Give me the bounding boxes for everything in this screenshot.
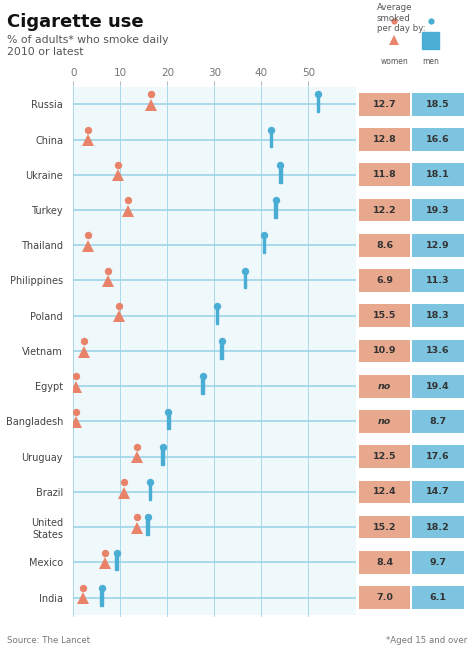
- Text: women: women: [380, 57, 408, 66]
- Text: men: men: [422, 57, 439, 66]
- Text: 8.7: 8.7: [429, 417, 447, 426]
- Polygon shape: [220, 343, 223, 359]
- Text: 10.9: 10.9: [373, 347, 396, 355]
- Text: 16.6: 16.6: [426, 135, 450, 144]
- Polygon shape: [116, 555, 118, 570]
- Text: 18.3: 18.3: [426, 311, 450, 320]
- FancyBboxPatch shape: [359, 128, 410, 151]
- Text: 14.7: 14.7: [426, 488, 450, 496]
- FancyBboxPatch shape: [412, 304, 464, 327]
- Polygon shape: [274, 203, 277, 218]
- Text: % of adults* who smoke daily: % of adults* who smoke daily: [7, 35, 169, 45]
- Bar: [73, 368, 356, 404]
- FancyBboxPatch shape: [359, 516, 410, 539]
- Bar: [73, 87, 356, 122]
- FancyBboxPatch shape: [412, 340, 464, 362]
- FancyBboxPatch shape: [359, 199, 410, 221]
- FancyBboxPatch shape: [359, 234, 410, 257]
- FancyBboxPatch shape: [359, 93, 410, 116]
- FancyBboxPatch shape: [359, 445, 410, 468]
- Text: Average
smoked
per day by:: Average smoked per day by:: [377, 3, 426, 33]
- Bar: [73, 580, 356, 615]
- Text: 11.3: 11.3: [426, 276, 450, 285]
- Bar: [73, 263, 356, 298]
- FancyBboxPatch shape: [359, 340, 410, 362]
- FancyBboxPatch shape: [412, 445, 464, 468]
- Text: 12.4: 12.4: [373, 488, 396, 496]
- Bar: [73, 474, 356, 509]
- Text: *Aged 15 and over: *Aged 15 and over: [386, 636, 467, 645]
- Polygon shape: [317, 97, 319, 112]
- Polygon shape: [201, 379, 204, 394]
- Text: 15.2: 15.2: [373, 522, 396, 532]
- Text: 8.4: 8.4: [376, 558, 393, 567]
- Bar: [73, 193, 356, 228]
- FancyBboxPatch shape: [412, 269, 464, 292]
- Polygon shape: [279, 168, 282, 183]
- Text: 12.9: 12.9: [426, 241, 450, 249]
- Bar: [73, 228, 356, 263]
- Bar: [73, 334, 356, 368]
- Bar: [73, 157, 356, 193]
- Polygon shape: [263, 238, 265, 253]
- Text: 12.7: 12.7: [373, 100, 396, 109]
- FancyBboxPatch shape: [359, 551, 410, 574]
- Text: Source: The Lancet: Source: The Lancet: [7, 636, 90, 645]
- Polygon shape: [100, 590, 103, 605]
- Text: 8.6: 8.6: [376, 241, 393, 249]
- Polygon shape: [244, 273, 246, 289]
- Bar: [73, 545, 356, 580]
- Text: Cigarette use: Cigarette use: [7, 13, 144, 31]
- Text: 19.4: 19.4: [426, 382, 450, 390]
- Text: 2010 or latest: 2010 or latest: [7, 47, 83, 57]
- Text: 17.6: 17.6: [426, 453, 450, 461]
- FancyBboxPatch shape: [412, 516, 464, 539]
- FancyBboxPatch shape: [412, 234, 464, 257]
- FancyBboxPatch shape: [412, 586, 464, 609]
- FancyBboxPatch shape: [412, 163, 464, 186]
- Polygon shape: [270, 133, 272, 148]
- FancyBboxPatch shape: [412, 375, 464, 398]
- Text: 15.5: 15.5: [373, 311, 396, 320]
- Text: 18.5: 18.5: [426, 100, 450, 109]
- FancyBboxPatch shape: [359, 410, 410, 433]
- Text: 12.5: 12.5: [373, 453, 396, 461]
- Bar: [73, 439, 356, 474]
- Text: 6.1: 6.1: [429, 593, 447, 602]
- Text: 18.1: 18.1: [426, 170, 450, 180]
- Bar: [73, 122, 356, 157]
- Text: 18.2: 18.2: [426, 522, 450, 532]
- FancyBboxPatch shape: [412, 199, 464, 221]
- FancyBboxPatch shape: [359, 375, 410, 398]
- Text: 13.6: 13.6: [426, 347, 450, 355]
- Text: 9.7: 9.7: [429, 558, 447, 567]
- Text: 11.8: 11.8: [373, 170, 396, 180]
- Polygon shape: [167, 414, 170, 430]
- Polygon shape: [422, 32, 439, 49]
- Text: 7.0: 7.0: [376, 593, 393, 602]
- Polygon shape: [146, 520, 149, 535]
- FancyBboxPatch shape: [359, 481, 410, 503]
- Text: 12.2: 12.2: [373, 206, 396, 214]
- FancyBboxPatch shape: [359, 304, 410, 327]
- Text: 19.3: 19.3: [426, 206, 450, 214]
- Text: 12.8: 12.8: [373, 135, 396, 144]
- FancyBboxPatch shape: [412, 481, 464, 503]
- Text: no: no: [378, 417, 391, 426]
- Polygon shape: [149, 485, 151, 500]
- Bar: [73, 509, 356, 545]
- FancyBboxPatch shape: [412, 93, 464, 116]
- FancyBboxPatch shape: [412, 551, 464, 574]
- FancyBboxPatch shape: [412, 410, 464, 433]
- FancyBboxPatch shape: [359, 586, 410, 609]
- FancyBboxPatch shape: [359, 163, 410, 186]
- Bar: [73, 404, 356, 439]
- Text: no: no: [378, 382, 391, 390]
- Polygon shape: [216, 308, 218, 324]
- Polygon shape: [162, 449, 164, 465]
- FancyBboxPatch shape: [412, 128, 464, 151]
- Bar: [73, 298, 356, 334]
- Text: 6.9: 6.9: [376, 276, 393, 285]
- FancyBboxPatch shape: [359, 269, 410, 292]
